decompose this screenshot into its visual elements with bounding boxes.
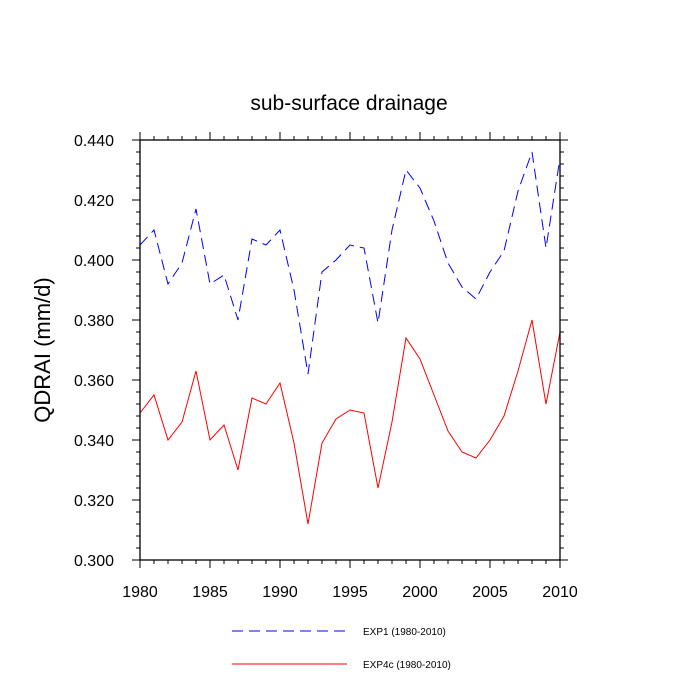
x-tick-label: 2000 [402,584,438,601]
y-tick-label: 0.440 [74,133,114,150]
y-tick-label: 0.320 [74,493,114,510]
y-tick-labels: 0.300 0.320 0.340 0.360 0.380 0.400 0.420 0.440 [74,133,114,570]
plot-frame [139,139,561,561]
y-tick-label: 0.400 [74,253,114,270]
legend: EXP1 (1980-2010) EXP4c (1980-2010) [232,627,451,671]
legend-label-1: EXP1 (1980-2010) [363,627,446,638]
y-tick-label: 0.300 [74,553,114,570]
y-axis-label: QDRAI (mm/d) [30,277,55,422]
series-line-1 [139,151,561,375]
x-tick-label: 2005 [472,584,508,601]
x-tick-label: 1980 [122,584,158,601]
x-tick-label: 1995 [332,584,368,601]
y-tick-label: 0.340 [74,433,114,450]
y-tick-label: 0.360 [74,373,114,390]
y-tick-label: 0.380 [74,313,114,330]
chart-title: sub-surface drainage [250,92,447,115]
x-tick-label: 1990 [262,584,298,601]
x-tick-label: 2010 [542,584,578,601]
legend-label-2: EXP4c (1980-2010) [363,660,451,671]
series-line-2 [139,319,561,525]
axis-ticks [132,132,568,568]
x-tick-labels: 1980 1985 1990 1995 2000 2005 2010 [122,584,578,601]
data-series [139,151,561,525]
y-tick-label: 0.420 [74,193,114,210]
x-tick-label: 1985 [192,584,228,601]
